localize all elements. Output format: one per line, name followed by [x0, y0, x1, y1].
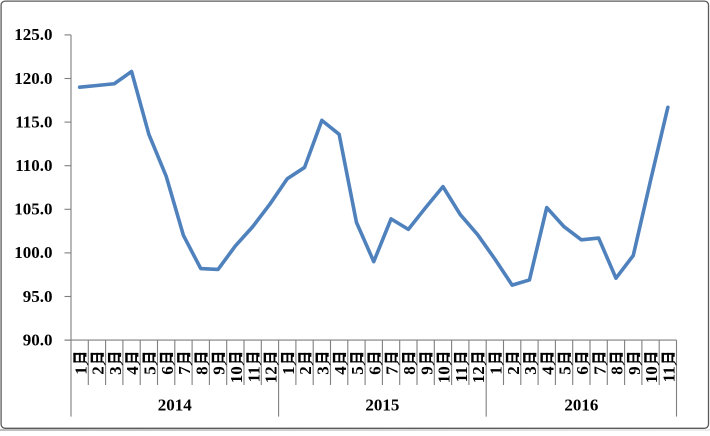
- svg-text:115.0: 115.0: [15, 112, 52, 131]
- svg-text:1: 1: [487, 366, 506, 375]
- svg-text:12: 12: [262, 366, 281, 383]
- svg-text:2: 2: [296, 366, 315, 375]
- svg-text:100.0: 100.0: [14, 243, 52, 262]
- svg-text:9: 9: [625, 366, 644, 375]
- svg-text:5: 5: [556, 366, 575, 375]
- svg-text:12: 12: [469, 366, 488, 383]
- svg-text:4: 4: [538, 366, 557, 375]
- svg-text:5: 5: [348, 366, 367, 375]
- svg-text:6: 6: [573, 366, 592, 375]
- svg-text:1: 1: [71, 366, 90, 375]
- svg-text:7: 7: [590, 366, 609, 375]
- svg-text:5: 5: [141, 366, 160, 375]
- svg-text:125.0: 125.0: [14, 25, 52, 44]
- svg-text:8: 8: [608, 366, 627, 375]
- svg-text:8: 8: [192, 366, 211, 375]
- svg-text:9: 9: [210, 366, 229, 375]
- svg-text:3: 3: [106, 366, 125, 375]
- svg-text:2016: 2016: [564, 396, 598, 415]
- svg-text:11: 11: [452, 366, 471, 382]
- svg-text:6: 6: [158, 366, 177, 375]
- svg-text:90.0: 90.0: [23, 330, 53, 349]
- svg-text:120.0: 120.0: [14, 69, 52, 88]
- svg-text:105.0: 105.0: [14, 200, 52, 219]
- svg-text:10: 10: [227, 366, 246, 383]
- svg-text:110.0: 110.0: [15, 156, 52, 175]
- svg-text:11: 11: [244, 366, 263, 382]
- svg-text:6: 6: [365, 366, 384, 375]
- svg-text:3: 3: [521, 366, 540, 375]
- svg-text:2015: 2015: [365, 396, 399, 415]
- svg-text:95.0: 95.0: [23, 287, 53, 306]
- svg-text:8: 8: [400, 366, 419, 375]
- svg-text:4: 4: [123, 366, 142, 375]
- svg-text:7: 7: [175, 366, 194, 375]
- svg-text:9: 9: [417, 366, 436, 375]
- svg-text:7: 7: [383, 366, 402, 375]
- svg-text:2014: 2014: [158, 396, 193, 415]
- svg-text:3: 3: [314, 366, 333, 375]
- svg-text:10: 10: [642, 366, 661, 383]
- svg-text:4: 4: [331, 366, 350, 375]
- svg-text:1: 1: [279, 366, 298, 375]
- svg-text:2: 2: [89, 366, 108, 375]
- svg-text:10: 10: [435, 366, 454, 383]
- svg-text:11: 11: [660, 366, 679, 382]
- svg-text:2: 2: [504, 366, 523, 375]
